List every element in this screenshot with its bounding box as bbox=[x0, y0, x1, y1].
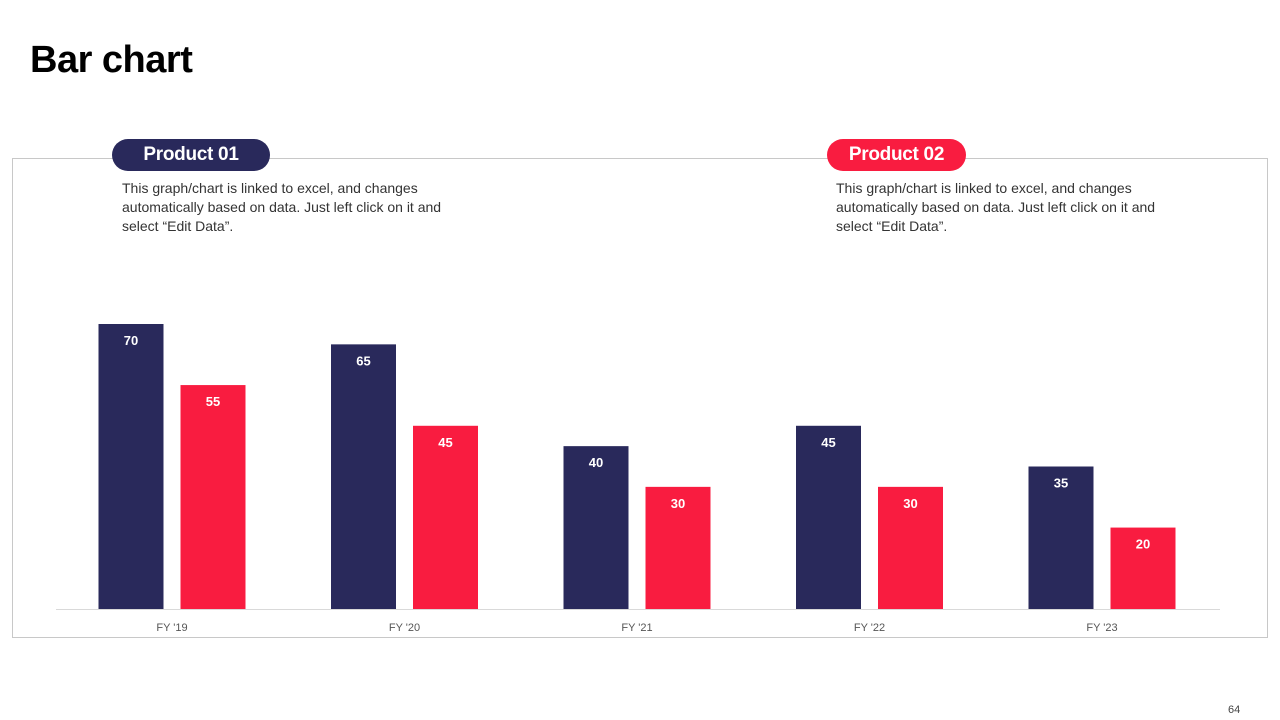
bar-product-02-4 bbox=[878, 486, 943, 609]
data-label-product-02-5: 20 bbox=[1136, 537, 1150, 552]
data-label-product-01-1: 70 bbox=[124, 333, 138, 348]
data-label-product-01-5: 35 bbox=[1054, 476, 1068, 491]
legend-product-02-description: This graph/chart is linked to excel, and… bbox=[836, 180, 1156, 234]
data-label-product-01-2: 65 bbox=[356, 353, 370, 368]
legend-product-01-pill: Product 01 bbox=[112, 139, 270, 171]
data-label-product-02-4: 30 bbox=[903, 496, 917, 511]
x-tick-label-2: FY '20 bbox=[389, 622, 420, 634]
bar-product-01-3 bbox=[563, 446, 629, 609]
legend-product-02-pill: Product 02 bbox=[827, 139, 966, 171]
x-tick-label-4: FY '22 bbox=[854, 622, 885, 634]
data-label-product-01-4: 45 bbox=[821, 435, 835, 450]
data-label-product-01-3: 40 bbox=[589, 455, 603, 470]
slide-title: Bar chart bbox=[30, 39, 193, 81]
data-label-product-02-3: 30 bbox=[671, 496, 685, 511]
x-tick-label-1: FY '19 bbox=[156, 622, 187, 634]
x-tick-label-5: FY '23 bbox=[1086, 622, 1117, 634]
bar-product-02-1 bbox=[180, 385, 246, 609]
bar-product-01-5 bbox=[1028, 466, 1094, 609]
data-label-product-02-1: 55 bbox=[206, 394, 220, 409]
bar-product-01-4 bbox=[796, 425, 861, 609]
chart-frame bbox=[12, 158, 1268, 638]
legend-product-01-description: This graph/chart is linked to excel, and… bbox=[122, 180, 442, 234]
data-label-product-02-2: 45 bbox=[438, 435, 452, 450]
x-tick-label-3: FY '21 bbox=[621, 622, 652, 634]
legend-product-01-label: Product 01 bbox=[143, 144, 239, 165]
bar-product-01-1 bbox=[98, 324, 164, 609]
legend-product-02-label: Product 02 bbox=[848, 144, 945, 165]
bar-product-02-3 bbox=[645, 486, 711, 609]
bar-product-02-2 bbox=[413, 425, 478, 609]
bar-product-01-2 bbox=[331, 344, 396, 609]
page-number: 64 bbox=[1228, 704, 1241, 716]
bar-product-02-5 bbox=[1110, 527, 1176, 609]
